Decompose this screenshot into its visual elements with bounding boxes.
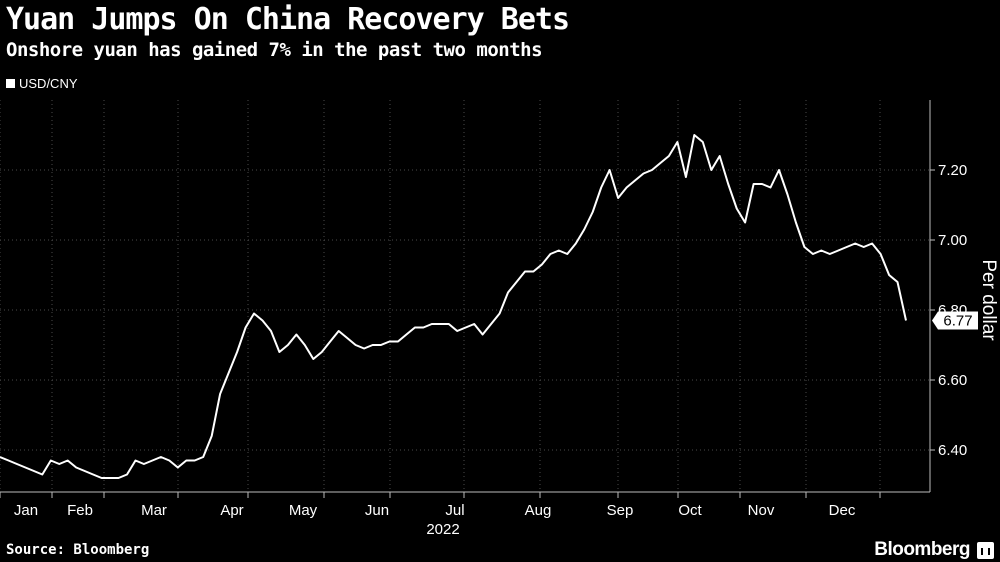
x-tick-label: Dec xyxy=(829,502,856,519)
x-tick-label: Apr xyxy=(220,502,243,519)
x-tick-label: Jul xyxy=(445,502,464,519)
legend-label: USD/CNY xyxy=(19,76,78,91)
series-line-usd-cny xyxy=(0,134,907,479)
y-tick-label: 6.60 xyxy=(938,372,967,389)
legend-swatch xyxy=(6,79,15,88)
x-tick-label: Aug xyxy=(525,502,552,519)
last-value-badge xyxy=(932,311,978,330)
x-tick-label: Jun xyxy=(365,502,389,519)
y-axis-label: Per dollar xyxy=(978,259,999,341)
y-tick-label: 7.20 xyxy=(938,162,967,179)
chart-title: Yuan Jumps On China Recovery Bets xyxy=(6,2,570,37)
last-value-label: 6.77 xyxy=(932,311,978,330)
x-tick-label: Mar xyxy=(141,502,167,519)
brand-logo: Bloomberg xyxy=(874,539,970,560)
x-tick-label: Feb xyxy=(67,502,93,519)
x-tick-label: Jan xyxy=(14,502,38,519)
brand-chart-icon xyxy=(977,542,994,559)
chart-subtitle: Onshore yuan has gained 7% in the past t… xyxy=(6,39,543,61)
last-value-text: 6.77 xyxy=(943,313,972,330)
legend: USD/CNY xyxy=(6,76,78,91)
x-tick-label: Nov xyxy=(748,502,775,519)
y-tick-label: 7.00 xyxy=(938,232,967,249)
x-tick-label: Oct xyxy=(678,502,702,519)
y-tick-label: 6.40 xyxy=(938,442,967,459)
x-axis-label: 2022 xyxy=(426,521,459,538)
x-tick-label: Sep xyxy=(607,502,634,519)
source-note: Source: Bloomberg xyxy=(6,542,150,558)
x-tick-label: May xyxy=(289,502,318,519)
